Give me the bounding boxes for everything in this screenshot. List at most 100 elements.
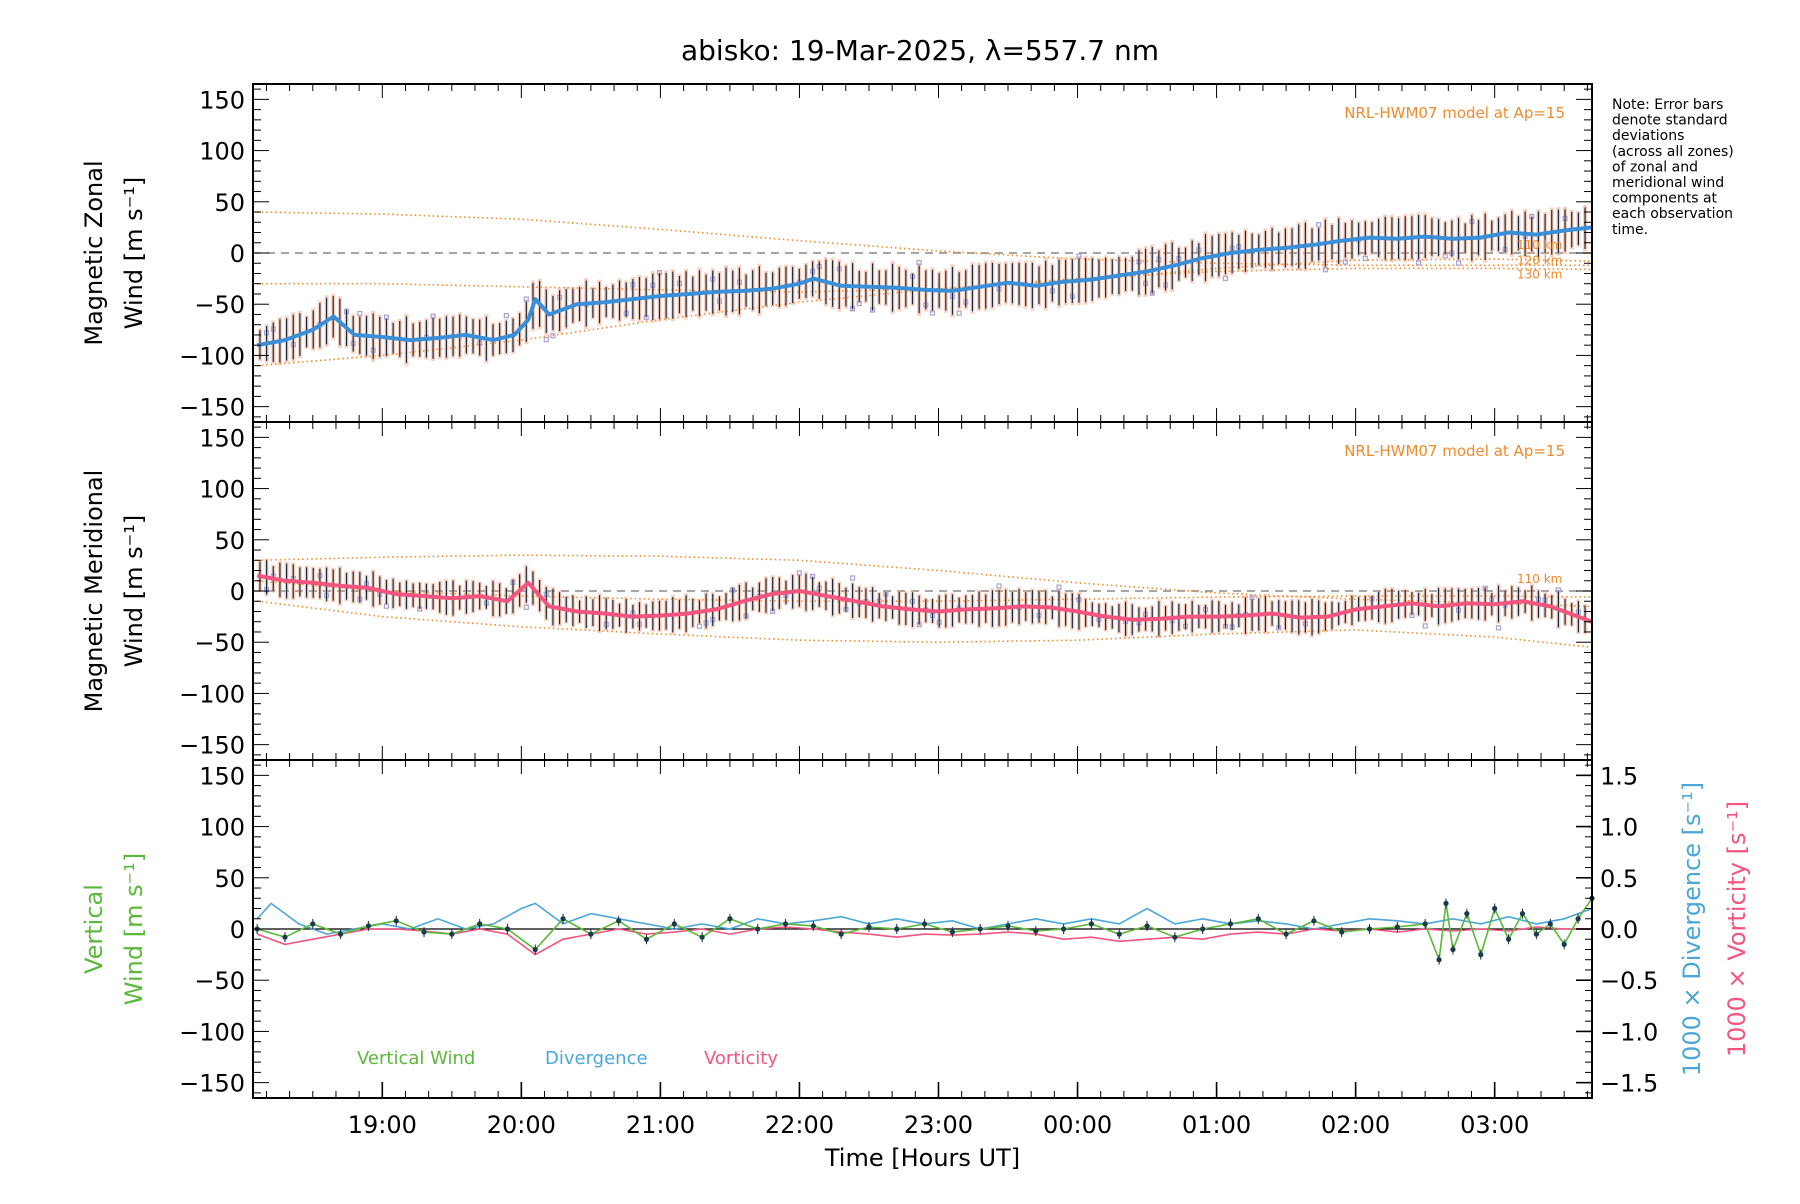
x-tick-label: 22:00 xyxy=(765,1111,834,1139)
vertical-wind-point xyxy=(1575,916,1581,922)
y-axis-label: Vertical xyxy=(80,884,108,974)
note-line: each observation xyxy=(1612,206,1733,222)
note-line: of zonal and xyxy=(1612,159,1698,175)
vertical-wind-point xyxy=(1561,941,1567,947)
model-annotation: NRL-HWM07 model at Ap=15 xyxy=(1344,104,1565,122)
panel-frame xyxy=(252,759,1593,1099)
zone-point xyxy=(696,623,703,629)
y2-tick-label: −1.0 xyxy=(1600,1018,1658,1046)
note-line: (across all zones) xyxy=(1612,144,1734,160)
x-tick-label: 00:00 xyxy=(1043,1111,1112,1139)
vertical-wind-point xyxy=(1505,936,1512,942)
vertical-wind-point xyxy=(310,921,316,927)
vertical-wind-point xyxy=(393,918,399,924)
zone-point xyxy=(849,575,856,581)
vertical-wind-point xyxy=(504,926,511,932)
zone-point xyxy=(543,337,549,343)
vertical-wind-point xyxy=(532,946,538,953)
vertical-wind-point xyxy=(1200,926,1206,932)
y-tick-label: −100 xyxy=(179,680,245,708)
zone-point xyxy=(1076,253,1082,259)
y2-tick-label: 0.0 xyxy=(1600,916,1638,944)
vertical-wind-point xyxy=(1283,931,1289,937)
y-tick-label: 150 xyxy=(199,424,245,452)
vertical-wind-point xyxy=(810,923,816,929)
y-tick-label: 150 xyxy=(199,762,245,790)
vertical-wind-point xyxy=(1422,921,1428,927)
x-tick-label: 02:00 xyxy=(1321,1111,1390,1139)
vertical-wind-point xyxy=(755,926,761,932)
y-tick-label: −150 xyxy=(179,1070,245,1098)
model-label: 110 km xyxy=(1517,572,1562,586)
y2-label-vorticity: 1000 × Vorticity [s⁻¹] xyxy=(1723,801,1751,1057)
vertical-wind-point xyxy=(1339,929,1345,935)
x-tick-label: 01:00 xyxy=(1182,1111,1251,1139)
note-line: components at xyxy=(1612,191,1718,207)
x-axis-label: Time [Hours UT] xyxy=(824,1144,1020,1172)
y-tick-label: −50 xyxy=(194,629,245,657)
x-tick-label: 23:00 xyxy=(904,1111,973,1139)
legend-item-vorticity: Vorticity xyxy=(704,1048,778,1069)
y-tick-label: −50 xyxy=(194,967,245,995)
panel-meridional: NRL-HWM07 model at Ap=15 110 km −150 −100 −5… xyxy=(80,421,1593,761)
vorticity-line xyxy=(256,926,1592,956)
vertical-wind-point xyxy=(1311,918,1317,924)
zone-point xyxy=(1056,584,1062,590)
vertical-wind-point xyxy=(1033,928,1039,934)
y-axis-label: Wind [m s⁻¹] xyxy=(120,177,148,329)
vertical-wind-point xyxy=(921,921,928,927)
vertical-wind-point xyxy=(337,931,344,937)
y2-tick-label: 0.5 xyxy=(1600,865,1638,893)
zone-point xyxy=(523,604,529,610)
vertical-wind-point xyxy=(1450,946,1456,953)
model-annotation: NRL-HWM07 model at Ap=15 xyxy=(1344,442,1565,460)
y2-label-divergence: 1000 × Divergence [s⁻¹] xyxy=(1678,782,1706,1076)
y-tick-label: 100 xyxy=(199,138,245,166)
zone-point xyxy=(956,310,962,316)
zone-point xyxy=(1316,222,1322,228)
vertical-wind-point xyxy=(1227,921,1234,927)
zone-point xyxy=(916,259,922,266)
vertical-wind-point xyxy=(1492,905,1498,912)
x-tick-label: 19:00 xyxy=(348,1111,417,1139)
note-line: Note: Error bars xyxy=(1612,97,1723,113)
x-tick-label: 20:00 xyxy=(487,1111,556,1139)
vertical-wind-point xyxy=(1144,923,1150,929)
vertical-wind-point xyxy=(477,921,483,927)
vertical-wind-point xyxy=(1366,926,1373,932)
zone-point xyxy=(1455,260,1462,266)
zone-point xyxy=(1422,623,1428,629)
y-axis-label: Wind [m s⁻¹] xyxy=(120,515,148,667)
model-label: 110 km xyxy=(1517,238,1562,252)
zone-point xyxy=(550,333,556,339)
zone-point xyxy=(1415,260,1422,266)
vertical-wind-points xyxy=(254,893,1595,965)
zone-point xyxy=(503,312,509,319)
model-label: 120 km xyxy=(1517,253,1562,267)
y-tick-label: −100 xyxy=(179,1018,245,1046)
vertical-wind-point xyxy=(699,934,705,940)
vertical-wind-point xyxy=(588,931,594,937)
vertical-wind-point xyxy=(449,931,455,937)
vertical-wind-point xyxy=(1394,924,1400,930)
y-tick-label: 50 xyxy=(214,527,245,555)
zone-point xyxy=(1322,267,1328,273)
note-line: time. xyxy=(1612,222,1648,238)
y-tick-label: −100 xyxy=(179,342,245,370)
vertical-wind-point xyxy=(1061,926,1067,932)
model-label: 130 km xyxy=(1517,268,1562,282)
note-line: denote standard xyxy=(1612,113,1728,129)
vertical-wind-point xyxy=(1464,911,1470,917)
zone-point xyxy=(1362,255,1368,262)
legend-item-vertical-wind: Vertical Wind xyxy=(357,1048,475,1069)
x-tick-label: 21:00 xyxy=(626,1111,695,1139)
zone-point xyxy=(796,570,802,576)
zone-point xyxy=(996,583,1002,589)
y-tick-label: 0 xyxy=(230,240,245,268)
y-tick-label: 50 xyxy=(214,865,245,893)
vertical-wind-point xyxy=(1255,916,1261,922)
zonal-wind-line xyxy=(256,225,1593,348)
vertical-wind-point xyxy=(1547,921,1553,927)
y-tick-label: −150 xyxy=(179,394,245,422)
